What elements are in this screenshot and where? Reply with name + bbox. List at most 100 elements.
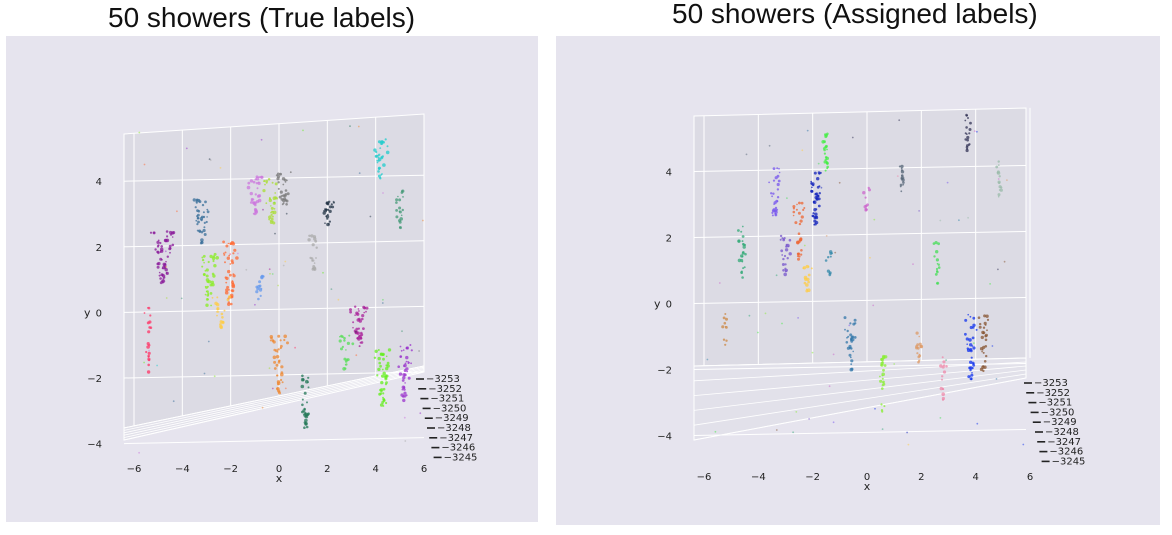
shower-cluster bbox=[307, 234, 318, 271]
noise-point bbox=[946, 181, 949, 184]
shower-point bbox=[980, 335, 984, 340]
floor-gridline bbox=[123, 368, 425, 434]
scatter3d-assigned-labels: 420−2−4−6 −4 −2 0 2 4 6yx−3253−3252−3251−3250−… bbox=[654, 107, 1086, 493]
shower-point bbox=[407, 376, 411, 380]
shower-point bbox=[966, 343, 968, 346]
shower-point bbox=[982, 369, 985, 373]
shower-point bbox=[997, 164, 1000, 167]
shower-point bbox=[206, 208, 209, 211]
noise-point bbox=[273, 201, 276, 204]
shower-point bbox=[400, 191, 404, 194]
shower-point bbox=[936, 270, 939, 274]
shower-point bbox=[209, 292, 213, 295]
noise-point bbox=[718, 282, 721, 284]
shower-point bbox=[357, 327, 360, 330]
shower-point bbox=[862, 191, 866, 195]
shower-point bbox=[223, 252, 225, 255]
shower-point bbox=[783, 237, 786, 240]
x-tick-label: −6 bbox=[697, 472, 712, 483]
shower-point bbox=[942, 370, 947, 374]
shower-point bbox=[166, 255, 169, 258]
shower-point bbox=[271, 215, 274, 218]
shower-point bbox=[969, 315, 972, 318]
y-tick-label: 0 bbox=[96, 308, 102, 319]
shower-point bbox=[203, 221, 206, 224]
shower-point bbox=[226, 285, 230, 289]
shower-point bbox=[224, 290, 229, 295]
shower-point bbox=[258, 280, 262, 284]
noise-point bbox=[792, 431, 794, 434]
shower-point bbox=[881, 374, 884, 377]
shower-point bbox=[818, 185, 821, 188]
shower-point bbox=[969, 121, 972, 125]
shower-point bbox=[271, 181, 274, 184]
chart-title-right: 50 showers (Assigned labels) bbox=[672, 0, 1038, 29]
shower-point bbox=[358, 345, 361, 348]
shower-point bbox=[322, 211, 326, 215]
z-tick-label: −3253 bbox=[1034, 378, 1068, 389]
noise-point bbox=[795, 411, 798, 413]
noise-point bbox=[262, 208, 264, 211]
shower-point bbox=[380, 380, 384, 385]
shower-point bbox=[807, 288, 811, 292]
shower-point bbox=[741, 255, 744, 258]
shower-point bbox=[776, 182, 780, 187]
shower-point bbox=[971, 336, 975, 340]
shower-point bbox=[802, 266, 807, 270]
shower-point bbox=[166, 235, 169, 238]
y-gridline bbox=[693, 165, 1027, 172]
shower-point bbox=[216, 296, 219, 299]
noise-point bbox=[872, 304, 875, 307]
shower-point bbox=[351, 342, 355, 346]
shower-point bbox=[794, 221, 798, 225]
shower-point bbox=[231, 283, 235, 287]
y-tick-label: −2 bbox=[657, 366, 672, 377]
shower-point bbox=[253, 207, 257, 211]
noise-point bbox=[896, 175, 899, 178]
shower-point bbox=[965, 133, 968, 135]
shower-point bbox=[398, 226, 402, 229]
shower-point bbox=[352, 326, 354, 329]
noise-point bbox=[165, 266, 168, 268]
shower-point bbox=[252, 180, 256, 184]
shower-point bbox=[146, 370, 151, 374]
noise-point bbox=[764, 312, 767, 315]
shower-point bbox=[361, 314, 365, 318]
shower-point bbox=[147, 307, 149, 309]
shower-point bbox=[158, 271, 161, 274]
z-tick-label: −3250 bbox=[433, 403, 467, 414]
noise-point bbox=[302, 129, 304, 132]
z-tick-label: −3245 bbox=[1052, 456, 1086, 467]
shower-point bbox=[300, 384, 305, 389]
shower-point bbox=[879, 379, 883, 383]
noise-point bbox=[817, 162, 820, 165]
z-tick-label: −3248 bbox=[1045, 427, 1079, 438]
shower-point bbox=[779, 238, 782, 241]
shower-point bbox=[212, 255, 216, 258]
shower-point bbox=[263, 180, 265, 183]
shower-point bbox=[384, 138, 387, 141]
shower-point bbox=[784, 248, 789, 252]
shower-point bbox=[338, 339, 342, 343]
shower-point bbox=[230, 302, 233, 306]
noise-point bbox=[208, 158, 211, 160]
shower-point bbox=[209, 283, 213, 287]
shower-point bbox=[935, 267, 939, 271]
shower-point bbox=[932, 242, 936, 245]
shower-point bbox=[823, 148, 826, 152]
x-tick-label: 6 bbox=[421, 464, 427, 475]
shower-point bbox=[403, 394, 407, 398]
shower-point bbox=[249, 179, 254, 183]
z-tick-label: −3249 bbox=[1043, 417, 1077, 428]
shower-point bbox=[280, 173, 282, 175]
shower-point bbox=[284, 189, 288, 192]
shower-point bbox=[742, 243, 746, 247]
shower-point bbox=[968, 132, 971, 135]
shower-point bbox=[852, 350, 854, 353]
x-tick-label: 4 bbox=[372, 464, 378, 475]
shower-point bbox=[195, 201, 198, 204]
z-tick-label: −3252 bbox=[1036, 388, 1070, 399]
y-axis-label: y bbox=[654, 298, 661, 311]
shower-point bbox=[797, 232, 801, 235]
shower-point bbox=[258, 284, 262, 288]
